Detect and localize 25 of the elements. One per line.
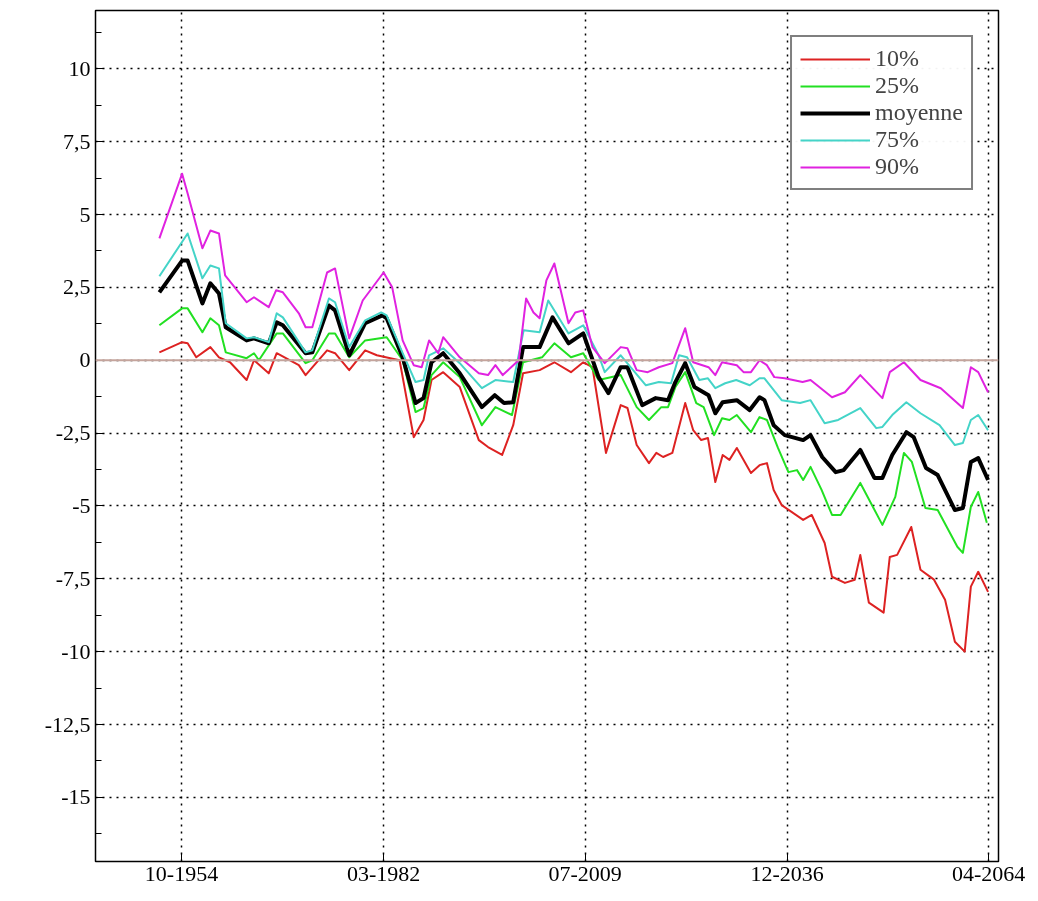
y-tick-label: -7,5 xyxy=(55,565,91,591)
x-tick-label: 10-1954 xyxy=(144,860,219,886)
legend-label: 75% xyxy=(875,126,920,153)
y-tick-label: 2,5 xyxy=(63,274,91,300)
x-tick-label: 04-2064 xyxy=(952,860,1026,886)
y-tick-label: -12,5 xyxy=(44,711,91,737)
y-tick-label: -5 xyxy=(72,492,91,518)
legend-label: moyenne xyxy=(875,99,963,126)
legend-label: 25% xyxy=(875,72,920,99)
y-tick-label: 0 xyxy=(79,347,91,373)
x-tick-label: 07-2009 xyxy=(548,860,622,886)
legend-label: 90% xyxy=(875,153,920,180)
line-series xyxy=(158,307,988,554)
y-tick-label: 5 xyxy=(79,201,91,227)
x-tick-label: 12-2036 xyxy=(750,860,824,886)
legend-label: 10% xyxy=(875,45,920,72)
x-tick-label: 03-1982 xyxy=(346,860,421,886)
y-tick-label: -10 xyxy=(61,638,91,664)
y-tick-label: -2,5 xyxy=(55,420,91,446)
y-tick-label: -15 xyxy=(61,784,91,810)
y-tick-label: 10 xyxy=(68,55,91,81)
line-series xyxy=(158,172,990,410)
y-tick-label: 7,5 xyxy=(63,128,91,154)
line-series xyxy=(158,232,990,447)
line-series xyxy=(158,341,990,653)
